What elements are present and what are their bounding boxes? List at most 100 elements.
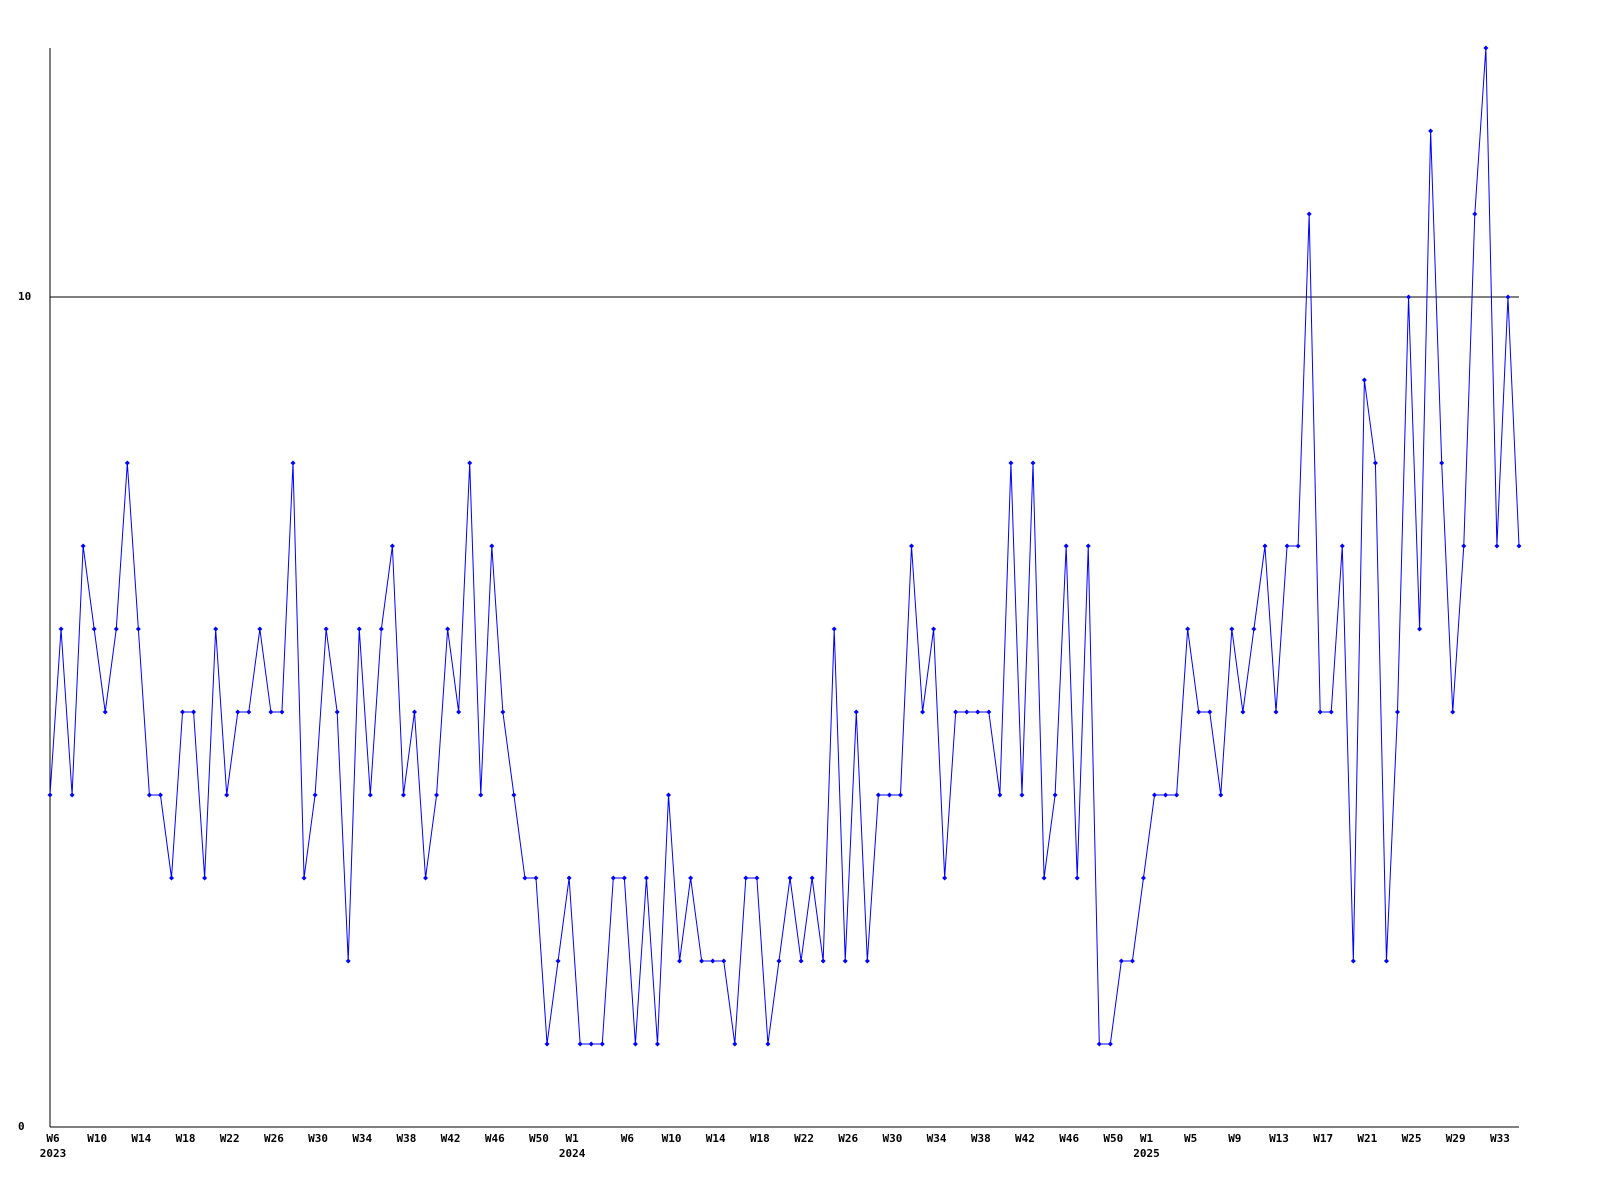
data-point bbox=[588, 1041, 594, 1047]
data-point bbox=[312, 792, 318, 798]
data-point bbox=[1074, 875, 1080, 881]
data-point bbox=[897, 792, 903, 798]
data-point bbox=[489, 543, 495, 549]
data-point bbox=[842, 958, 848, 964]
data-point bbox=[356, 626, 362, 632]
x-tick-label: W29 bbox=[1446, 1132, 1466, 1145]
data-point bbox=[47, 792, 53, 798]
data-point bbox=[577, 1041, 583, 1047]
data-point bbox=[1118, 958, 1124, 964]
x-tick-label: W42 bbox=[441, 1132, 461, 1145]
data-point bbox=[875, 792, 881, 798]
x-tick-label: W14 bbox=[131, 1132, 151, 1145]
data-point bbox=[886, 792, 892, 798]
data-point bbox=[102, 709, 108, 715]
data-point bbox=[787, 875, 793, 881]
data-point bbox=[1483, 45, 1489, 51]
year-label: 2023 bbox=[40, 1147, 67, 1160]
data-point bbox=[666, 792, 672, 798]
data-point bbox=[91, 626, 97, 632]
data-point bbox=[1306, 211, 1312, 217]
data-point bbox=[798, 958, 804, 964]
x-tick-label: W42 bbox=[1015, 1132, 1035, 1145]
x-tick-label: W26 bbox=[264, 1132, 284, 1145]
data-point bbox=[533, 875, 539, 881]
data-point bbox=[1417, 626, 1423, 632]
data-point bbox=[610, 875, 616, 881]
data-point bbox=[1052, 792, 1058, 798]
data-point bbox=[710, 958, 716, 964]
data-point bbox=[1328, 709, 1334, 715]
data-point bbox=[367, 792, 373, 798]
data-point bbox=[1096, 1041, 1102, 1047]
data-point bbox=[423, 875, 429, 881]
data-point bbox=[1516, 543, 1522, 549]
data-point bbox=[975, 709, 981, 715]
data-point bbox=[953, 709, 959, 715]
data-point bbox=[654, 1041, 660, 1047]
data-point bbox=[1019, 792, 1025, 798]
data-point bbox=[246, 709, 252, 715]
x-tick-label: W34 bbox=[352, 1132, 372, 1145]
data-point bbox=[1129, 958, 1135, 964]
data-point bbox=[1008, 460, 1014, 466]
data-point bbox=[820, 958, 826, 964]
x-tick-label: W9 bbox=[1228, 1132, 1241, 1145]
data-point bbox=[544, 1041, 550, 1047]
data-point bbox=[964, 709, 970, 715]
data-point bbox=[257, 626, 263, 632]
x-tick-label: W10 bbox=[87, 1132, 107, 1145]
data-point bbox=[1085, 543, 1091, 549]
data-point bbox=[1262, 543, 1268, 549]
data-point bbox=[997, 792, 1003, 798]
x-tick-label: W46 bbox=[485, 1132, 505, 1145]
data-point bbox=[1494, 543, 1500, 549]
data-point bbox=[688, 875, 694, 881]
x-tick-label: W46 bbox=[1059, 1132, 1079, 1145]
data-point bbox=[400, 792, 406, 798]
x-tick-label: W21 bbox=[1357, 1132, 1377, 1145]
x-tick-label: W6 bbox=[46, 1132, 60, 1145]
data-point bbox=[168, 875, 174, 881]
y-tick-label: 0 bbox=[18, 1120, 25, 1133]
data-point bbox=[1107, 1041, 1113, 1047]
data-point bbox=[1041, 875, 1047, 881]
data-point bbox=[500, 709, 506, 715]
data-point bbox=[279, 709, 285, 715]
data-point bbox=[1395, 709, 1401, 715]
data-point bbox=[1450, 709, 1456, 715]
year-label: 2025 bbox=[1133, 1147, 1160, 1160]
x-tick-label: W30 bbox=[882, 1132, 902, 1145]
data-point bbox=[434, 792, 440, 798]
data-point bbox=[1207, 709, 1213, 715]
data-point bbox=[864, 958, 870, 964]
x-tick-label: W5 bbox=[1184, 1132, 1197, 1145]
data-point bbox=[765, 1041, 771, 1047]
data-point bbox=[411, 709, 417, 715]
data-point bbox=[1196, 709, 1202, 715]
y-tick-label: 10 bbox=[18, 290, 31, 303]
x-tick-label: W50 bbox=[529, 1132, 549, 1145]
data-point bbox=[235, 709, 241, 715]
data-point bbox=[931, 626, 937, 632]
data-point bbox=[202, 875, 208, 881]
data-point bbox=[445, 626, 451, 632]
data-point bbox=[389, 543, 395, 549]
data-point bbox=[1240, 709, 1246, 715]
x-tick-label: W34 bbox=[927, 1132, 947, 1145]
data-point bbox=[1174, 792, 1180, 798]
data-point bbox=[113, 626, 119, 632]
x-tick-label: W6 bbox=[621, 1132, 635, 1145]
data-point bbox=[345, 958, 351, 964]
data-point bbox=[621, 875, 627, 881]
data-point bbox=[809, 875, 815, 881]
data-point bbox=[1317, 709, 1323, 715]
data-point bbox=[1229, 626, 1235, 632]
data-point bbox=[1163, 792, 1169, 798]
data-point bbox=[853, 709, 859, 715]
data-point bbox=[776, 958, 782, 964]
year-label: 2024 bbox=[559, 1147, 586, 1160]
data-point bbox=[180, 709, 186, 715]
